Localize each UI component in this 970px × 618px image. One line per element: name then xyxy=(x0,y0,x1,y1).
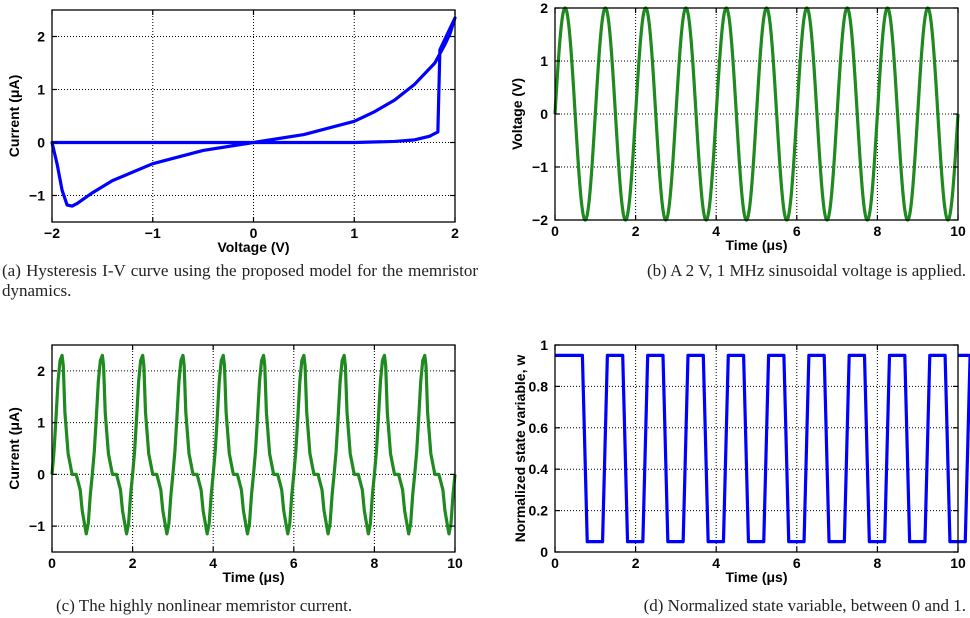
caption-b: (b) A 2 V, 1 MHz sinusoidal voltage is a… xyxy=(646,261,966,280)
panel-a-hysteresis-chart: −2 −1 0 1 2 −1 0 1 2 Voltage (V) Current (μA) xyxy=(6,9,459,255)
y-tick-label: 0.8 xyxy=(529,378,549,394)
series-line xyxy=(553,6,960,222)
x-tick-label: 0 xyxy=(48,555,56,571)
y-tick-label: 2 xyxy=(540,0,548,16)
caption-a: (a) Hysteresis I-V curve using the propo… xyxy=(2,261,478,300)
y-axis-label: Current (μA) xyxy=(6,75,22,157)
x-tick-label: 0 xyxy=(551,555,559,571)
series-line xyxy=(555,353,970,544)
x-tick-label: 8 xyxy=(371,555,379,571)
panel-b-voltage-chart: 0 2 4 6 8 10 −2 −1 0 1 2 Time (μs) Voltage (V) xyxy=(509,0,966,253)
x-tick-label: 2 xyxy=(129,555,137,571)
x-tick-label: 2 xyxy=(632,223,640,239)
y-tick-label: 1 xyxy=(37,415,45,431)
y-axis-label: Voltage (V) xyxy=(509,78,525,150)
y-tick-label: 0.4 xyxy=(529,461,549,477)
x-axis-label: Time (μs) xyxy=(223,569,285,585)
y-tick-label: −2 xyxy=(532,212,548,228)
y-axis-label: Normalized state variable, w xyxy=(512,355,528,543)
x-tick-label: 0 xyxy=(551,223,559,239)
panel-d-state-variable-chart: 0 2 4 6 8 10 0 0.2 0.4 0.6 0.8 1 Time (μs) Normalized… xyxy=(512,337,970,585)
x-tick-label: 6 xyxy=(793,555,801,571)
x-axis-label: Time (μs) xyxy=(726,569,788,585)
x-tick-label: −2 xyxy=(44,225,60,241)
y-tick-label: 0.2 xyxy=(529,503,549,519)
x-tick-label: 1 xyxy=(350,225,358,241)
axes-frame xyxy=(554,344,959,553)
x-tick-label: 6 xyxy=(793,223,801,239)
x-tick-label: 4 xyxy=(209,555,217,571)
y-tick-label: 0 xyxy=(540,106,548,122)
y-tick-label: 2 xyxy=(37,363,45,379)
x-tick-label: −1 xyxy=(145,225,161,241)
y-axis-label: Current (μA) xyxy=(6,407,22,489)
x-axis-label: Voltage (V) xyxy=(217,239,289,255)
x-axis-label: Time (μs) xyxy=(726,237,788,253)
y-tick-label: −1 xyxy=(29,518,45,534)
x-tick-label: 10 xyxy=(447,555,463,571)
panel-c-current-chart: 0 2 4 6 8 10 −1 0 1 2 Time (μs) Current (μA) xyxy=(6,344,463,585)
x-tick-label: 4 xyxy=(712,223,720,239)
x-tick-label: 0 xyxy=(250,225,258,241)
axes-frame xyxy=(51,344,456,553)
y-tick-label: 0 xyxy=(37,466,45,482)
x-tick-label: 10 xyxy=(950,223,966,239)
y-tick-label: 1 xyxy=(37,82,45,98)
caption-d: (d) Normalized state variable, between 0… xyxy=(643,596,966,615)
y-tick-label: 2 xyxy=(37,29,45,45)
y-tick-label: −1 xyxy=(532,159,548,175)
x-tick-label: 2 xyxy=(632,555,640,571)
x-tick-label: 10 xyxy=(950,555,966,571)
series-line xyxy=(50,353,457,536)
x-tick-label: 2 xyxy=(451,225,459,241)
y-tick-label: 1 xyxy=(540,337,548,353)
x-tick-label: 4 xyxy=(712,555,720,571)
y-tick-label: 1 xyxy=(540,53,548,69)
caption-c: (c) The highly nonlinear memristor curre… xyxy=(56,596,353,615)
x-tick-label: 8 xyxy=(874,223,882,239)
y-tick-label: 0 xyxy=(37,135,45,151)
x-tick-label: 8 xyxy=(874,555,882,571)
y-tick-label: 0.6 xyxy=(529,420,549,436)
y-tick-label: 0 xyxy=(540,544,548,560)
x-tick-label: 6 xyxy=(290,555,298,571)
y-tick-label: −1 xyxy=(29,188,45,204)
